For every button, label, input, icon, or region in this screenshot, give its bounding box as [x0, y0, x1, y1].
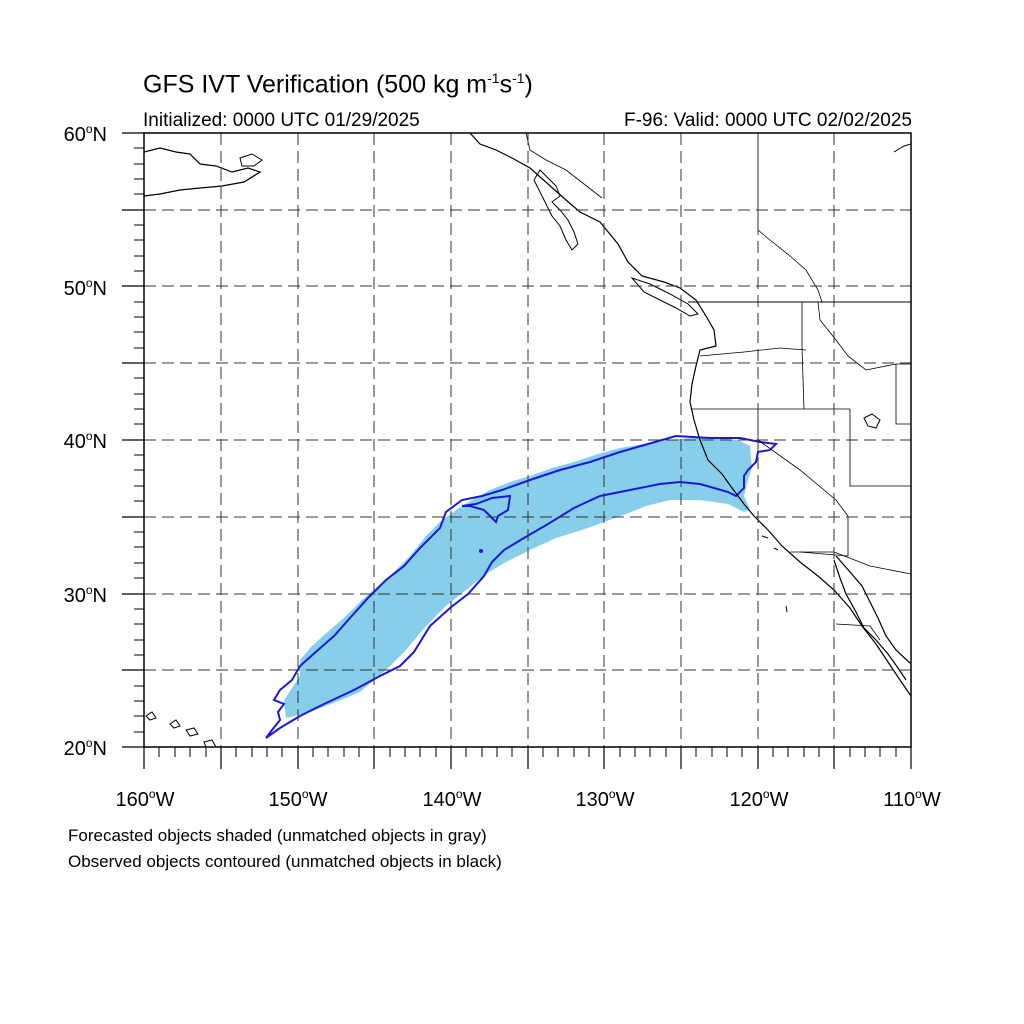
coastline-baja — [833, 559, 907, 681]
coastline-hawaii-maui — [185, 727, 199, 737]
coastline-panhandle-islands — [533, 169, 579, 251]
lon-label-130w: 130oW — [575, 787, 635, 811]
coastline-hawaii-big — [203, 739, 217, 747]
border-oregon-washington — [699, 347, 807, 357]
observed-object-contour — [265, 434, 779, 739]
lon-label-160w: 160oW — [115, 787, 175, 811]
coastline-gulf-california — [835, 555, 911, 665]
coastline-alaska — [144, 147, 262, 197]
valid-time: F-96: Valid: 0000 UTC 02/02/2025 — [624, 110, 912, 131]
forecast-object-shade — [284, 438, 752, 718]
coastline-hawaii-kauai — [145, 711, 157, 721]
coastline-northeast-fragment — [893, 143, 911, 153]
lon-label-120w: 120oW — [729, 787, 789, 811]
bottom-major-ticks — [143, 747, 912, 769]
lat-label-60n: 60oN — [63, 122, 107, 146]
lat-label-30n: 30oN — [63, 583, 107, 607]
border-utah-wyoming — [895, 363, 911, 425]
graticule — [144, 133, 911, 747]
coastline-hawaii-oahu — [169, 719, 181, 729]
border-arizona — [799, 516, 849, 557]
coastline-kodiak — [239, 153, 263, 167]
initialized-time: Initialized: 0000 UTC 01/29/2025 — [143, 110, 420, 131]
forecast-note: Forecasted objects shaded (unmatched obj… — [68, 826, 487, 845]
lon-label-110w: 110oW — [883, 787, 941, 811]
coastline-north-america — [469, 133, 911, 697]
left-major-ticks — [122, 132, 144, 748]
border-baja-sonora — [835, 623, 881, 641]
coastline-channel-islands — [761, 535, 788, 613]
observed-object-dot — [479, 549, 483, 553]
border-idaho — [801, 301, 897, 410]
map-title: GFS IVT Verification (500 kg m-1s-1) — [143, 70, 533, 99]
bottom-minor-ticks — [158, 747, 897, 757]
lat-label-20n: 20oN — [63, 736, 107, 760]
border-bc-alberta — [757, 133, 823, 303]
observed-object-hole — [461, 494, 512, 524]
lat-label-40n: 40oN — [63, 429, 107, 453]
left-minor-ticks — [134, 147, 144, 733]
lake-great-salt — [863, 413, 881, 429]
observed-note: Observed objects contoured (unmatched ob… — [68, 852, 502, 871]
lon-label-150w: 150oW — [268, 787, 328, 811]
border-nevada-utah — [849, 409, 911, 487]
coastline-vancouver-island — [630, 276, 699, 317]
border-us-mexico — [790, 551, 911, 575]
lat-label-50n: 50oN — [63, 276, 107, 300]
lon-label-140w: 140oW — [422, 787, 482, 811]
border-canada-alaska — [525, 133, 603, 199]
